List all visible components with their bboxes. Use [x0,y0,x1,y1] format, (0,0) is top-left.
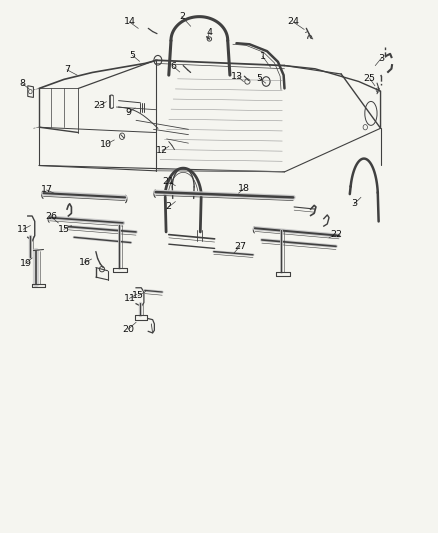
Text: 15: 15 [132,291,144,300]
Text: 19: 19 [20,259,32,268]
Text: 4: 4 [206,28,212,37]
Text: 3: 3 [378,54,385,62]
Text: 10: 10 [100,140,113,149]
Text: 24: 24 [287,18,299,27]
Text: 25: 25 [364,74,376,83]
Text: 1: 1 [260,52,266,61]
Text: 2: 2 [166,203,172,212]
Text: 20: 20 [122,325,134,334]
Text: 13: 13 [231,71,244,80]
Text: 23: 23 [93,101,105,110]
Text: 5: 5 [256,74,262,83]
Text: 22: 22 [330,230,342,239]
Text: 17: 17 [41,185,53,195]
Text: 21: 21 [163,177,175,186]
Text: 5: 5 [130,51,135,60]
Text: 16: 16 [78,259,91,267]
Text: 8: 8 [20,79,25,88]
Text: 9: 9 [125,108,131,117]
Text: 15: 15 [58,225,70,234]
Text: 2: 2 [179,12,185,21]
Text: 7: 7 [64,66,70,74]
Text: 12: 12 [156,146,168,155]
Text: 6: 6 [170,62,177,71]
Text: 11: 11 [18,225,29,234]
Text: 3: 3 [351,199,357,208]
Text: 27: 27 [234,242,246,251]
Text: 14: 14 [124,18,135,27]
Text: 11: 11 [124,294,135,303]
Text: 18: 18 [238,184,251,193]
Text: 26: 26 [45,212,57,221]
